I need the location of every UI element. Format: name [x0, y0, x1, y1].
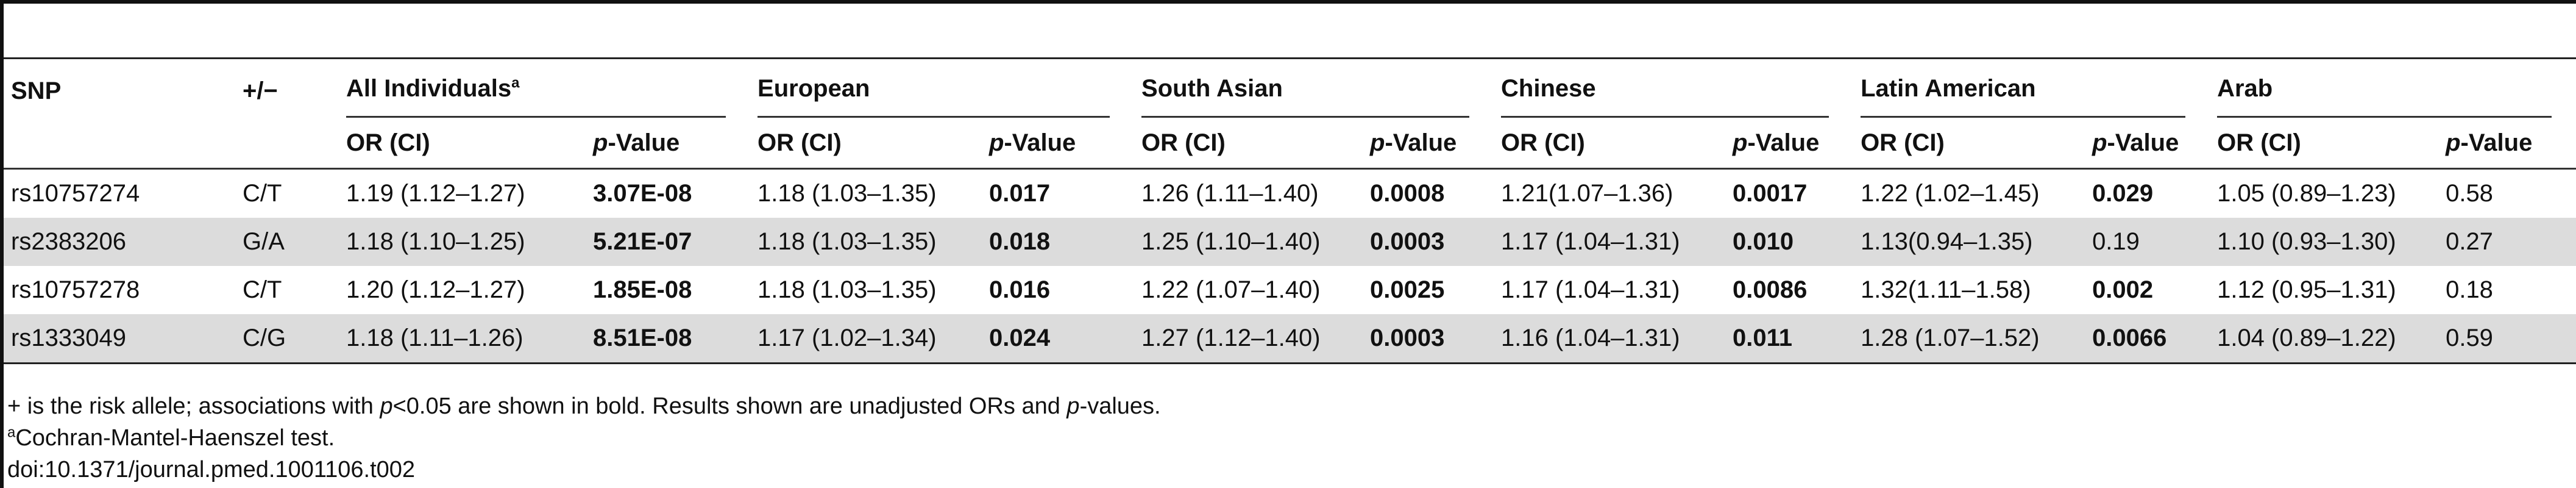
header-p-value: p-Value [2092, 129, 2179, 156]
cell-or-ci: 1.21(1.07–1.36) [1501, 180, 1673, 207]
cell-or-ci: 1.28 (1.07–1.52) [1853, 314, 2085, 364]
table-row: rs1333049 C/G 1.18 (1.11–1.26) 8.51E-08 1.17… [4, 314, 2576, 364]
cell-or-ci: 1.16 (1.04–1.31) [1494, 314, 1726, 364]
cell-or-ci: 1.26 (1.11–1.40) [1141, 180, 1319, 207]
cell-p-value: 0.010 [1725, 218, 1854, 266]
header-or-ci: OR (CI) [1861, 129, 1945, 156]
cell-p-value: 0.0008 [1370, 180, 1445, 207]
header-row-metrics: OR (CI) p-Value OR (CI) p-Value OR (CI) p-Val… [4, 118, 2576, 169]
cell-or-ci: 1.22 (1.07–1.40) [1141, 276, 1321, 303]
cell-or-ci: 1.22 (1.02–1.45) [1861, 180, 2040, 207]
cell-p-value: 0.19 [2085, 218, 2210, 266]
results-table: SNP +/− All Individualsa European South … [4, 57, 2576, 364]
cell-or-ci: 1.17 (1.04–1.31) [1494, 218, 1726, 266]
footnote-risk-allele: + is the risk allele; associations with … [7, 393, 1161, 419]
cell-p-value: 5.21E-07 [586, 218, 751, 266]
cell-p-value: 0.59 [2438, 314, 2576, 364]
cell-or-ci: 1.25 (1.10–1.40) [1134, 218, 1363, 266]
cell-or-ci: 1.10 (0.93–1.30) [2210, 218, 2439, 266]
table-row: rs2383206 G/A 1.18 (1.10–1.25) 5.21E-07 1.18… [4, 218, 2576, 266]
table-body: rs10757274 C/T 1.19 (1.12–1.27) 3.07E-08 1.1… [4, 169, 2576, 364]
cell-snp: rs2383206 [4, 218, 235, 266]
header-p-value: p-Value [989, 129, 1076, 156]
header-group-south-asian: South Asian [1134, 59, 1494, 118]
header-p-value: p-Value [1370, 129, 1457, 156]
cell-p-value: 1.85E-08 [593, 276, 692, 303]
cell-or-ci: 1.20 (1.12–1.27) [346, 276, 525, 303]
cell-or-ci: 1.32(1.11–1.58) [1861, 276, 2031, 303]
header-allele: +/− [243, 77, 278, 104]
footnote-test: aCochran-Mantel-Haenszel test. [7, 424, 335, 451]
cell-or-ci: 1.19 (1.12–1.27) [346, 180, 525, 207]
header-group-all: All Individualsa [339, 59, 750, 118]
cell-p-value: 0.0003 [1363, 218, 1494, 266]
cell-or-ci: 1.18 (1.10–1.25) [339, 218, 586, 266]
header-p-value: p-Value [1733, 129, 1820, 156]
cell-p-value: 0.002 [2092, 276, 2154, 303]
cell-snp: rs10757274 [11, 180, 140, 207]
cell-p-value: 0.0086 [1733, 276, 1808, 303]
header-or-ci: OR (CI) [1501, 129, 1585, 156]
cell-p-value: 0.011 [1725, 314, 1854, 364]
cell-or-ci: 1.18 (1.11–1.26) [339, 314, 586, 364]
cell-p-value: 3.07E-08 [593, 180, 692, 207]
cell-or-ci: 1.17 (1.04–1.31) [1501, 276, 1680, 303]
cell-p-value: 0.27 [2438, 218, 2576, 266]
cell-p-value: 0.018 [982, 218, 1135, 266]
footnote-doi: doi:10.1371/journal.pmed.1001106.t002 [7, 457, 416, 483]
header-or-ci: OR (CI) [2217, 129, 2301, 156]
header-group-european: European [750, 59, 1134, 118]
header-p-value: p-Value [593, 129, 680, 156]
cell-or-ci: 1.17 (1.02–1.34) [750, 314, 982, 364]
header-group-chinese: Chinese [1494, 59, 1853, 118]
cell-p-value: 0.017 [989, 180, 1051, 207]
cell-p-value: 0.0003 [1363, 314, 1494, 364]
cell-p-value: 0.029 [2092, 180, 2154, 207]
cell-allele: C/T [243, 276, 282, 303]
header-p-value: p-Value [2446, 129, 2533, 156]
cell-or-ci: 1.18 (1.03–1.35) [758, 276, 937, 303]
header-row-groups: SNP +/− All Individualsa European South … [4, 59, 2576, 118]
table-footnotes: + is the risk allele; associations with … [7, 390, 1161, 486]
cell-or-ci: 1.13(0.94–1.35) [1853, 218, 2085, 266]
cell-snp: rs1333049 [4, 314, 235, 364]
cell-p-value: 0.0017 [1733, 180, 1808, 207]
table-row: rs10757274 C/T 1.19 (1.12–1.27) 3.07E-08 1.1… [4, 169, 2576, 218]
header-or-ci: OR (CI) [1141, 129, 1226, 156]
cell-p-value: 0.18 [2446, 276, 2493, 303]
cell-or-ci: 1.18 (1.03–1.35) [758, 180, 937, 207]
cell-p-value: 0.016 [989, 276, 1051, 303]
table-row: rs10757278 C/T 1.20 (1.12–1.27) 1.85E-08 1.1… [4, 266, 2576, 314]
cell-or-ci: 1.18 (1.03–1.35) [750, 218, 982, 266]
cell-allele: C/G [235, 314, 339, 364]
cell-allele: G/A [235, 218, 339, 266]
cell-allele: C/T [243, 180, 282, 207]
cell-p-value: 0.0025 [1370, 276, 1445, 303]
cell-p-value: 8.51E-08 [586, 314, 751, 364]
header-snp: SNP [11, 77, 62, 104]
cell-p-value: 0.0066 [2085, 314, 2210, 364]
cell-or-ci: 1.04 (0.89–1.22) [2210, 314, 2439, 364]
cell-or-ci: 1.12 (0.95–1.31) [2217, 276, 2396, 303]
cell-or-ci: 1.27 (1.12–1.40) [1134, 314, 1363, 364]
header-group-arab: Arab [2210, 59, 2576, 118]
cell-p-value: 0.024 [982, 314, 1135, 364]
header-or-ci: OR (CI) [758, 129, 842, 156]
cell-snp: rs10757278 [11, 276, 140, 303]
cell-or-ci: 1.05 (0.89–1.23) [2217, 180, 2396, 207]
header-group-latin-american: Latin American [1853, 59, 2210, 118]
header-or-ci: OR (CI) [346, 129, 430, 156]
cell-p-value: 0.58 [2446, 180, 2493, 207]
